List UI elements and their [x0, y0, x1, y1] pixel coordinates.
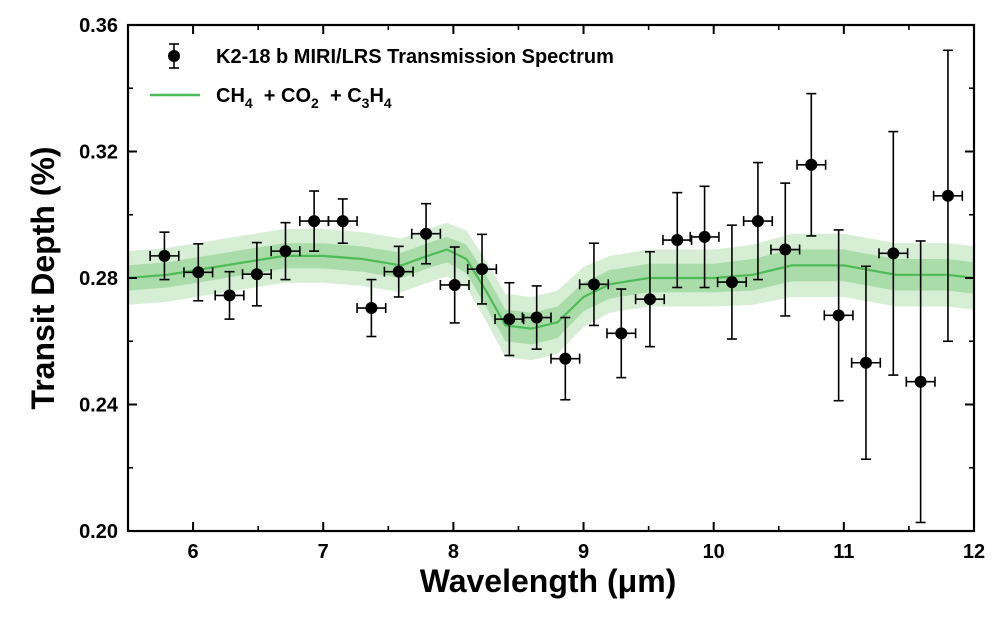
data-marker [914, 375, 927, 388]
data-point [662, 191, 693, 289]
data-marker [941, 189, 954, 202]
data-point [932, 49, 964, 343]
data-marker [308, 215, 321, 228]
data-point [383, 245, 414, 298]
legend-label-model: CH4​ + CO2​ + C3​H4​ [216, 85, 392, 111]
axes-group: 6 7 8 9 10 11 12 0.20 0.24 0.28 0.32 0.36 [79, 15, 985, 563]
data-marker [279, 245, 292, 258]
data-marker [559, 352, 572, 365]
data-point [410, 202, 442, 265]
data-marker [250, 268, 263, 281]
data-marker [503, 313, 516, 326]
data-marker [698, 230, 711, 243]
data-marker [420, 227, 433, 240]
data-marker [887, 247, 900, 260]
data-point [905, 240, 936, 524]
data-point [878, 130, 909, 376]
y-tick-label: 0.36 [79, 15, 118, 37]
data-marker [779, 243, 792, 256]
data-point [270, 221, 301, 281]
data-marker [192, 266, 205, 279]
y-tick-label: 0.20 [79, 521, 118, 543]
data-point [796, 92, 827, 237]
data-marker [615, 327, 628, 340]
y-tick-label: 0.28 [79, 268, 118, 290]
x-tick-label: 6 [188, 541, 199, 563]
data-marker [223, 289, 236, 302]
data-marker [476, 263, 489, 276]
legend-label-data: K2-18 b MIRI/LRS Transmission Spectrum [216, 46, 614, 68]
data-point [689, 185, 720, 289]
data-point [550, 316, 581, 401]
data-point [742, 161, 774, 281]
data-marker [448, 278, 461, 291]
data-marker [158, 249, 171, 262]
data-marker [365, 302, 378, 315]
y-tick-label: 0.32 [79, 142, 118, 164]
data-marker [671, 234, 684, 247]
data-points-group [149, 49, 964, 524]
data-point [356, 278, 387, 338]
data-point [850, 265, 882, 461]
data-point [521, 285, 552, 350]
data-marker [530, 311, 543, 324]
data-marker [859, 356, 872, 369]
x-tick-label: 8 [448, 541, 459, 563]
data-marker [725, 276, 738, 289]
x-axis-title: Wavelength (μm) [420, 563, 677, 599]
data-point [494, 281, 525, 357]
data-point [578, 242, 610, 327]
data-point [439, 246, 470, 324]
legend: K2-18 b MIRI/LRS Transmission Spectrum CH… [150, 43, 614, 111]
data-marker [392, 265, 405, 278]
x-tick-label: 7 [318, 541, 329, 563]
data-point [214, 270, 245, 320]
model-1sigma-band [128, 236, 974, 345]
data-point [183, 243, 214, 302]
data-point [634, 250, 666, 348]
y-axis-title: Transit Depth (%) [25, 146, 61, 409]
data-point [716, 224, 748, 340]
data-marker [587, 278, 600, 291]
data-marker [832, 309, 845, 322]
data-point [149, 231, 180, 281]
data-marker [336, 215, 349, 228]
data-marker [805, 158, 818, 171]
data-point [606, 288, 637, 379]
data-point [823, 229, 854, 402]
data-marker [751, 215, 764, 228]
data-point [770, 182, 801, 317]
x-tick-label: 10 [703, 541, 725, 563]
data-point [327, 198, 358, 245]
x-tick-label: 12 [963, 541, 985, 563]
y-tick-label: 0.24 [79, 395, 119, 417]
data-marker [643, 293, 656, 306]
x-tick-label: 9 [578, 541, 589, 563]
legend-marker-data [168, 50, 180, 62]
data-point [466, 233, 498, 305]
data-point [241, 241, 272, 307]
x-tick-label: 11 [833, 541, 854, 563]
